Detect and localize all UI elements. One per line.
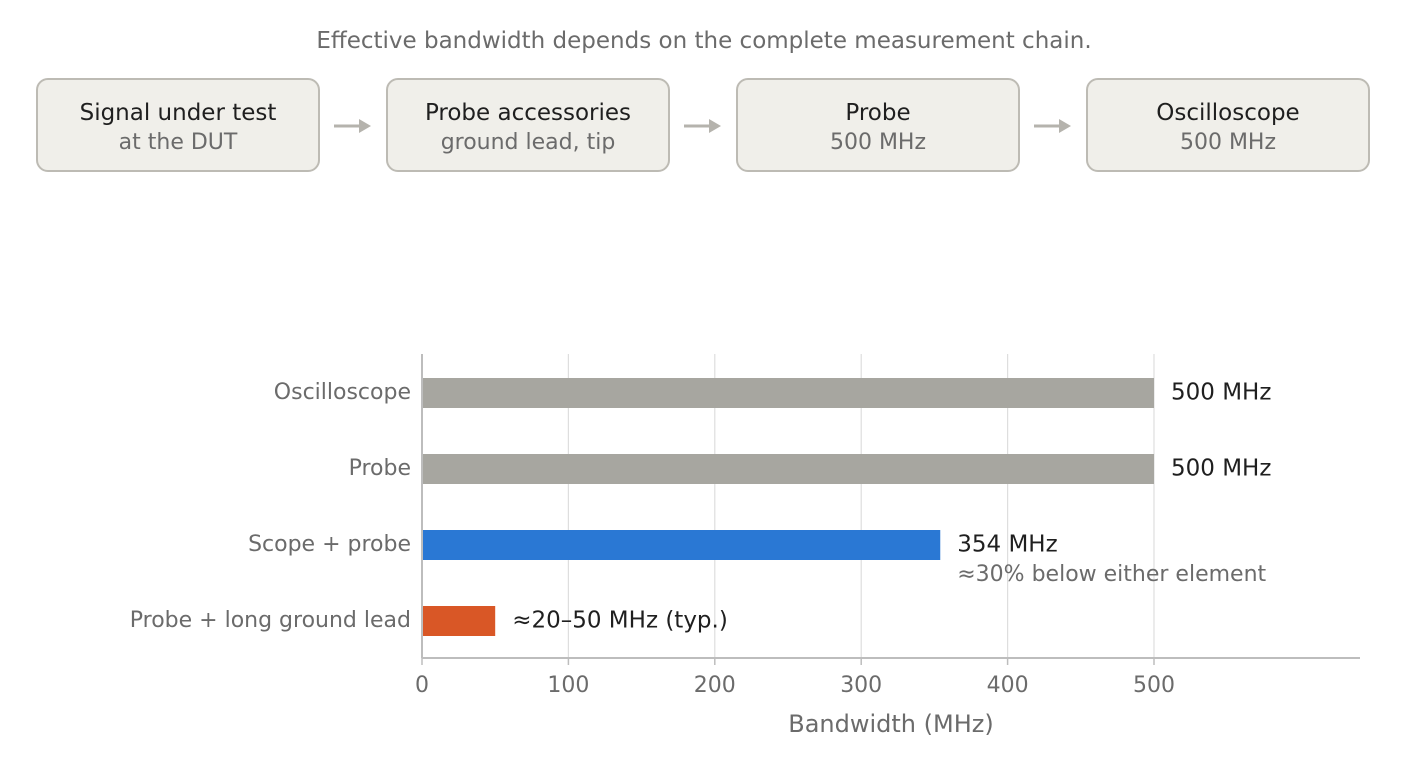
data-label: ≈20–50 MHz (typ.) [512, 608, 728, 634]
chain-box-subtitle: at the DUT [118, 130, 238, 155]
x-tick-label: 300 [840, 673, 882, 698]
chain-caption: Effective bandwidth depends on the compl… [316, 28, 1092, 54]
data-label: 354 MHz [957, 532, 1057, 558]
chain-box-signal: Signal under test at the DUT [36, 78, 320, 172]
x-tick-label: 0 [415, 673, 429, 698]
chain-box-oscilloscope: Oscilloscope 500 MHz [1086, 78, 1370, 172]
x-tick-label: 500 [1133, 673, 1175, 698]
data-label: 500 MHz [1171, 456, 1271, 482]
bar [422, 606, 496, 636]
chain-box-probe: Probe 500 MHz [736, 78, 1020, 172]
data-label: 500 MHz [1171, 380, 1271, 406]
bar [422, 378, 1154, 408]
chain-box-subtitle: 500 MHz [1179, 130, 1277, 155]
x-tick-label: 100 [547, 673, 589, 698]
chain-box-subtitle: ground lead, tip [440, 130, 616, 155]
chain-box-title: Oscilloscope [1156, 100, 1300, 126]
category-label: Probe [349, 456, 411, 481]
x-tick-label: 200 [694, 673, 736, 698]
bar [422, 530, 941, 560]
annotation-label: ≈30% below either element [957, 562, 1266, 587]
chain-box-accessories: Probe accessories ground lead, tip [386, 78, 670, 172]
arrow-right-icon [1034, 119, 1071, 133]
x-axis-title: Bandwidth (MHz) [788, 710, 993, 738]
category-label: Oscilloscope [274, 380, 411, 405]
category-label: Probe + long ground lead [130, 608, 411, 633]
arrow-right-icon [334, 119, 371, 133]
chain-box-title: Probe [845, 100, 911, 126]
chain-box-subtitle: 500 MHz [829, 130, 927, 155]
category-label: Scope + probe [248, 532, 411, 557]
arrow-right-icon [684, 119, 721, 133]
chain-box-title: Probe accessories [424, 100, 632, 126]
x-tick-label: 400 [987, 673, 1029, 698]
bar [422, 454, 1154, 484]
chain-box-title: Signal under test [79, 100, 277, 126]
